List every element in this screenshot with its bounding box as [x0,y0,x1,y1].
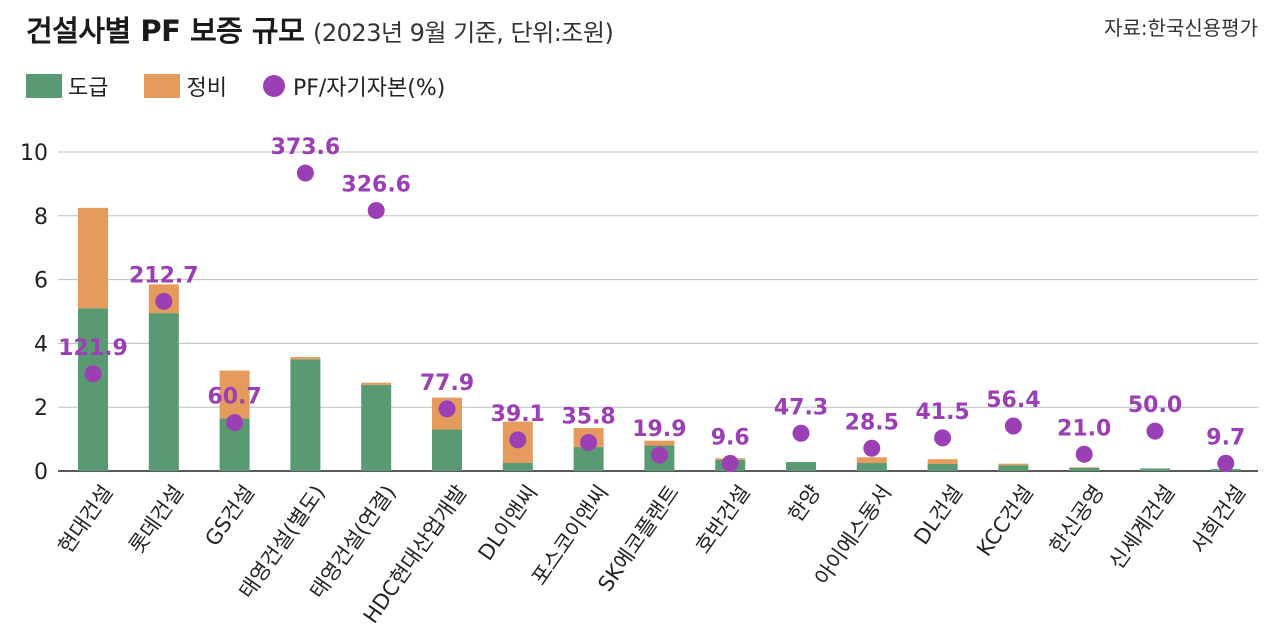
bar-jeongbi [219,370,250,419]
bar-jeongbi [856,457,887,464]
ratio-label: 77.9 [420,371,474,396]
ratio-label: 373.6 [271,135,341,160]
ratio-label: 39.1 [491,402,545,427]
y-tick-label: 8 [34,205,48,230]
bar-dogeup [290,359,321,471]
ratio-dot [84,365,102,383]
ratio-dot [792,424,810,442]
bar-dogeup [998,465,1029,471]
legend-item-ratio: PF/자기자본(%) [262,70,446,102]
y-tick-label: 6 [34,269,48,294]
x-tick-label: 신세계건설 [1104,481,1179,574]
ratio-label: 9.6 [711,425,750,450]
legend-label-jeongbi: 정비 [186,76,227,101]
ratio-dot [580,433,598,451]
bar-dogeup [1069,467,1100,471]
legend-item-jeongbi: 정비 [144,70,227,102]
bar-dogeup [148,313,179,471]
x-tick-label: GS건설 [200,481,259,551]
ratio-label: 19.9 [632,417,686,442]
bar-jeongbi [644,440,675,446]
ratio-dot [934,429,952,447]
x-tick-label: 서희건설 [1186,481,1250,558]
x-tick-label: DL이앤씨 [473,481,542,565]
ratio-label: 56.4 [986,388,1040,413]
ratio-label: 28.5 [845,410,899,435]
x-tick-label: 한신공영 [1045,481,1109,558]
bar-jeongbi [927,459,958,464]
y-tick-label: 0 [34,460,48,485]
chart-title-main: 건설사별 PF 보증 규모 [26,14,305,48]
chart-title-sub: (2023년 9월 기준, 단위:조원) [313,19,614,47]
bar-dogeup [856,463,887,471]
legend-item-dogeup: 도급 [26,70,108,102]
ratio-dot [863,439,881,457]
bar-jeongbi [998,463,1029,466]
ratio-dot [721,454,739,472]
ratio-label: 326.6 [341,173,411,198]
ratio-dot [650,446,668,464]
source-note: 자료:한국신용평가 [1104,16,1258,40]
y-tick-label: 10 [20,141,48,166]
bar-dogeup [786,462,816,471]
ratio-dot [509,431,527,449]
ratio-dot [296,164,314,182]
ratio-dot [367,202,385,220]
bar-dogeup [502,463,533,471]
ratio-label: 9.7 [1206,425,1245,450]
bar-dogeup [927,463,958,471]
x-tick-label: 롯데건설 [124,481,188,558]
bar-jeongbi [290,357,321,360]
legend: 도급 정비 PF/자기자본(%) [26,70,481,102]
x-tick-label: 한양 [784,481,826,526]
x-tick-label: 호반건설 [691,481,755,558]
bar-jeongbi [1069,467,1100,468]
bar-dogeup [432,429,462,471]
legend-swatch-dogeup [26,74,62,98]
ratio-dot [1217,454,1235,472]
ratio-dot [226,414,244,432]
ratio-dot [155,292,173,310]
x-tick-label: KCC건설 [972,481,1038,561]
ratio-label: 60.7 [207,385,261,410]
ratio-label: 35.8 [561,404,615,429]
ratio-label: 121.9 [58,336,128,361]
bar-jeongbi [361,382,392,385]
ratio-label: 50.0 [1128,393,1182,418]
x-tick-label: 현대건설 [54,481,118,558]
bar-dogeup [573,447,604,471]
legend-swatch-jeongbi [144,74,181,98]
ratio-label: 41.5 [915,400,969,425]
bar-dogeup [361,384,392,471]
bar-dogeup [78,308,108,471]
ratio-dot [1146,422,1164,440]
x-tick-label: DL건설 [909,481,967,549]
bar-jeongbi [78,207,108,309]
y-tick-label: 4 [34,332,48,357]
ratio-dot [438,400,456,418]
ratio-label: 21.0 [1057,416,1111,441]
ratio-dot [1075,445,1093,463]
ratio-label: 47.3 [774,395,828,420]
ratio-label: 212.7 [129,263,199,288]
chart-title: 건설사별 PF 보증 규모 (2023년 9월 기준, 단위:조원) [26,8,614,50]
y-tick-label: 2 [34,396,48,421]
legend-label-dogeup: 도급 [68,76,109,101]
bar-dogeup [1140,468,1170,471]
legend-label-ratio: PF/자기자본(%) [292,76,446,101]
ratio-dot [1004,417,1022,435]
legend-dot-ratio [262,75,285,97]
